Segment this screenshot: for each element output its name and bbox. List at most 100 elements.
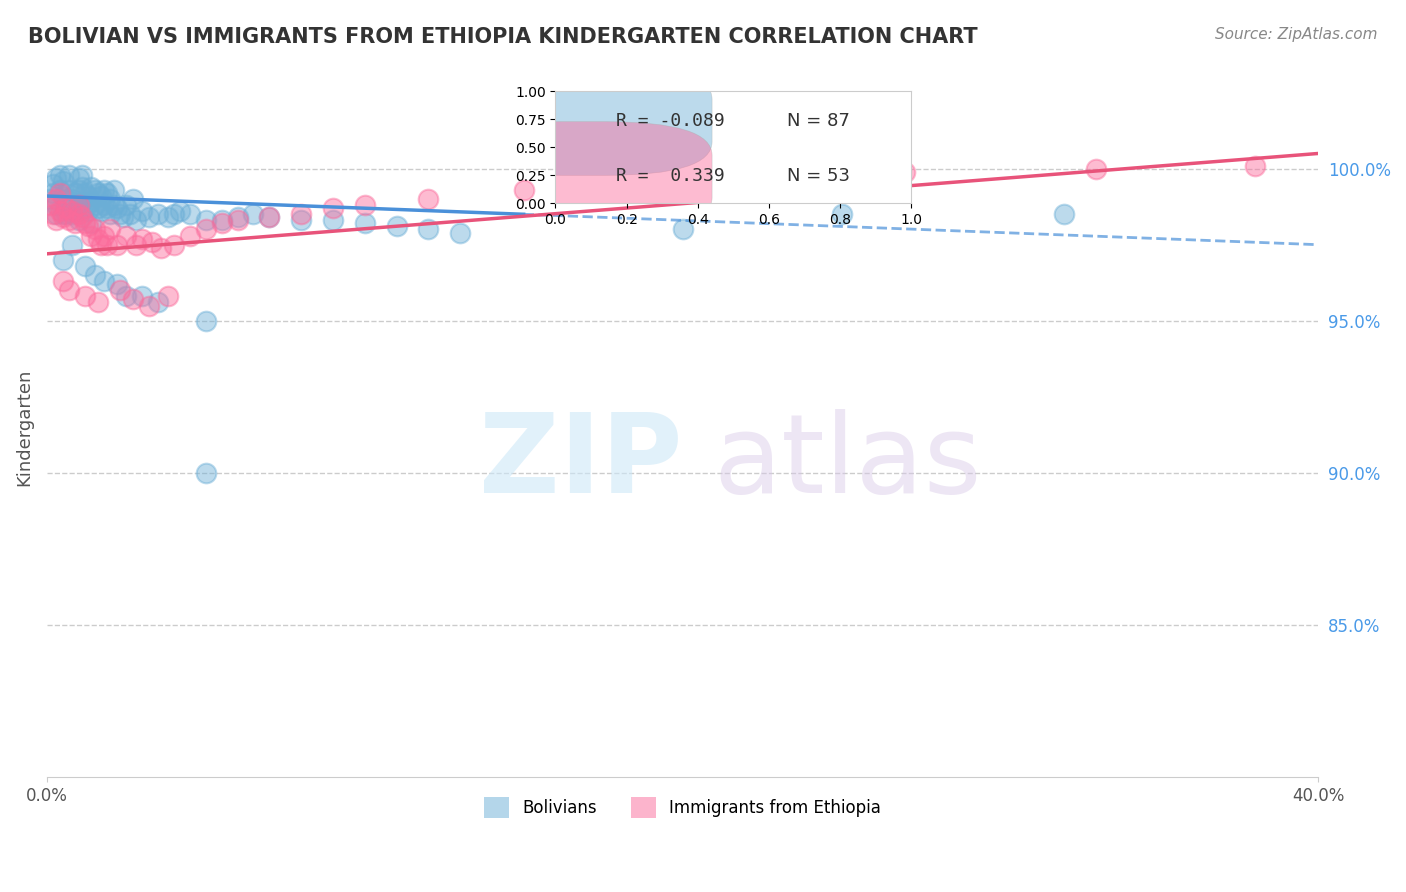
Point xyxy=(93,183,115,197)
Point xyxy=(103,198,125,212)
Point xyxy=(105,277,128,292)
Point xyxy=(163,237,186,252)
Point xyxy=(242,207,264,221)
Point xyxy=(146,207,169,221)
Point xyxy=(87,295,110,310)
Point xyxy=(108,283,131,297)
Point xyxy=(100,207,122,221)
Point xyxy=(105,201,128,215)
Point xyxy=(322,201,344,215)
Point xyxy=(105,237,128,252)
Point xyxy=(58,183,80,197)
Point xyxy=(156,211,179,225)
Point xyxy=(1053,207,1076,221)
Point xyxy=(163,207,186,221)
Point xyxy=(1243,159,1265,173)
Point xyxy=(83,198,105,212)
Point xyxy=(45,207,67,221)
Point xyxy=(87,201,110,215)
Point xyxy=(226,213,249,227)
Point xyxy=(512,183,534,197)
Point xyxy=(138,299,160,313)
Point xyxy=(831,207,853,221)
Point xyxy=(52,274,75,288)
Point xyxy=(607,177,630,191)
Point xyxy=(259,211,281,225)
Point xyxy=(194,213,217,227)
Point xyxy=(55,192,77,206)
Point xyxy=(67,213,90,227)
Text: ZIP: ZIP xyxy=(479,409,682,516)
Point xyxy=(70,195,93,210)
Point xyxy=(179,228,201,243)
Point xyxy=(290,213,312,227)
Point xyxy=(60,207,83,221)
Point xyxy=(80,195,103,210)
Point xyxy=(52,174,75,188)
Point xyxy=(77,189,100,203)
Point xyxy=(83,268,105,282)
Point xyxy=(83,222,105,236)
Point xyxy=(80,216,103,230)
Point xyxy=(115,198,138,212)
Point xyxy=(45,170,67,185)
Point xyxy=(131,232,153,246)
Point xyxy=(73,216,96,230)
Point xyxy=(65,186,87,200)
Point xyxy=(100,192,122,206)
Point xyxy=(73,259,96,273)
Point xyxy=(131,289,153,303)
Point xyxy=(322,213,344,227)
Point xyxy=(70,211,93,225)
Point xyxy=(73,201,96,215)
Point xyxy=(39,192,62,206)
Point xyxy=(103,183,125,197)
Point xyxy=(290,207,312,221)
Point xyxy=(735,170,758,185)
Point xyxy=(141,235,163,249)
Point xyxy=(211,213,233,227)
Point xyxy=(179,207,201,221)
Point xyxy=(67,207,90,221)
Point xyxy=(194,314,217,328)
Point xyxy=(146,295,169,310)
Point xyxy=(418,222,440,236)
Point xyxy=(45,198,67,212)
Point xyxy=(156,289,179,303)
Point xyxy=(83,183,105,197)
Point xyxy=(169,204,191,219)
Point xyxy=(60,237,83,252)
Point xyxy=(138,211,160,225)
Point xyxy=(211,216,233,230)
Point xyxy=(67,170,90,185)
Point xyxy=(52,211,75,225)
Point xyxy=(353,198,375,212)
Point xyxy=(42,177,65,191)
Point xyxy=(125,213,148,227)
Point xyxy=(418,192,440,206)
Point xyxy=(90,189,112,203)
Point xyxy=(100,222,122,236)
Point xyxy=(93,228,115,243)
Y-axis label: Kindergarten: Kindergarten xyxy=(15,368,32,486)
Point xyxy=(121,293,143,307)
Point xyxy=(39,198,62,212)
Point xyxy=(67,198,90,212)
Point xyxy=(80,228,103,243)
Point xyxy=(353,216,375,230)
Point xyxy=(48,183,70,197)
Point xyxy=(1084,161,1107,176)
Legend: Bolivians, Immigrants from Ethiopia: Bolivians, Immigrants from Ethiopia xyxy=(478,791,887,824)
Point xyxy=(131,204,153,219)
Point xyxy=(55,201,77,215)
Text: Source: ZipAtlas.com: Source: ZipAtlas.com xyxy=(1215,27,1378,42)
Point xyxy=(77,204,100,219)
Point xyxy=(42,186,65,200)
Point xyxy=(96,237,118,252)
Point xyxy=(194,222,217,236)
Point xyxy=(67,183,90,197)
Point xyxy=(150,241,173,255)
Point xyxy=(115,228,138,243)
Point xyxy=(52,252,75,267)
Point xyxy=(90,237,112,252)
